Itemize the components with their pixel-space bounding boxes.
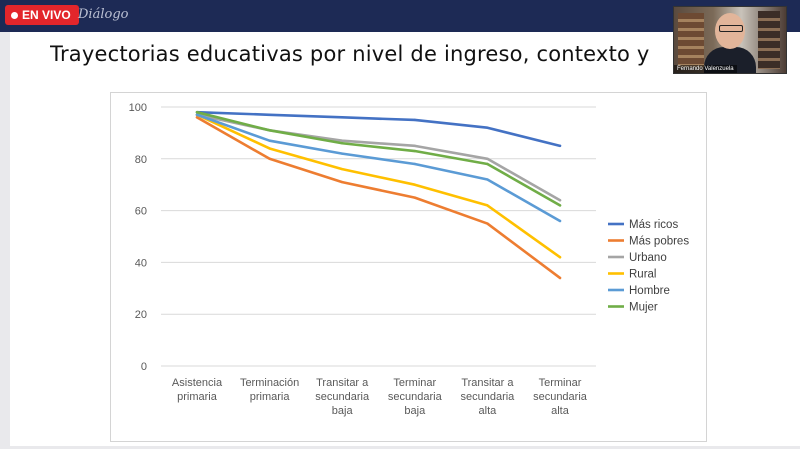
live-dot-icon: [11, 11, 18, 19]
series-1-point-1: [268, 157, 271, 160]
stream-top-bar: EN VIVO Diálogo: [0, 0, 800, 32]
x-tick-label-0: Asistencia primaria: [172, 377, 223, 403]
series-5-point-2: [341, 142, 344, 145]
speaker-webcam[interactable]: Fernando Valenzuela: [673, 6, 787, 74]
legend-label-3: Rural: [629, 269, 656, 281]
series-3-point-5: [558, 256, 562, 259]
series-5-point-1: [268, 129, 271, 132]
line-chart: 0 20 40 60 80 100 Asistencia primaria Terminació…: [129, 102, 690, 417]
series-5-point-4: [486, 162, 489, 166]
series-2-point-5: [558, 199, 562, 202]
series-2-point-4: [486, 157, 489, 160]
series-2-point-3: [413, 144, 416, 148]
series-1-point-0: [195, 116, 199, 119]
x-tick-label-5: Terminar secundaria alta: [533, 377, 588, 417]
series-1-point-2: [341, 180, 344, 184]
y-tick-label-80: 80: [135, 154, 147, 166]
slide-title: Trayectorias educativas por nivel de ing…: [50, 42, 650, 66]
series-line-4: [195, 113, 562, 223]
series-4-point-3: [413, 162, 416, 166]
series-line-3: [195, 113, 562, 259]
legend-label-0: Más ricos: [629, 219, 678, 231]
speaker-glasses: [719, 25, 743, 32]
bookshelf-right: [758, 11, 780, 69]
brand-logo: Diálogo: [78, 7, 129, 22]
series-4-point-0: [195, 113, 199, 116]
series-1-point-3: [413, 196, 416, 199]
series-3-point-2: [341, 167, 344, 171]
series-3-point-4: [486, 204, 489, 207]
x-tick-label-2: Transitar a secundaria baja: [315, 377, 370, 417]
y-tick-label-20: 20: [135, 309, 147, 321]
legend-label-4: Hombre: [629, 285, 670, 297]
y-tick-label-60: 60: [135, 206, 147, 218]
live-label: EN VIVO: [22, 8, 71, 22]
x-tick-label-3: Terminar secundaria baja: [388, 377, 443, 417]
bookshelf-left: [678, 13, 704, 67]
series-0-point-5: [558, 144, 562, 148]
y-tick-label-0: 0: [141, 361, 147, 373]
speaker-name-label: Fernando Valenzuela: [674, 65, 737, 73]
series-4-point-4: [486, 178, 489, 181]
series-0-point-2: [341, 116, 344, 119]
series-5-point-0: [195, 110, 199, 114]
series-0-point-3: [413, 118, 416, 122]
chart-frame: 0 20 40 60 80 100 Asistencia primaria Terminació…: [110, 92, 707, 442]
y-tick-label-40: 40: [135, 257, 147, 269]
series-line-0: [195, 110, 562, 148]
legend-label-1: Más pobres: [629, 236, 689, 248]
legend-label-5: Mujer: [629, 302, 658, 314]
series-4-point-2: [341, 152, 344, 155]
series-line-1: [195, 116, 562, 280]
series-1-point-5: [558, 276, 562, 280]
series-4-point-5: [558, 219, 562, 223]
series-3-point-3: [413, 183, 416, 186]
series-5-point-3: [413, 149, 416, 153]
series-2-point-2: [341, 139, 344, 142]
series-4-point-1: [268, 139, 271, 142]
legend-label-2: Urbano: [629, 252, 667, 264]
series-0-point-1: [268, 113, 271, 116]
live-badge: EN VIVO: [5, 5, 79, 25]
y-tick-label-100: 100: [129, 102, 147, 114]
series-1-point-4: [486, 222, 489, 225]
series-3-point-1: [268, 147, 271, 150]
series-line-5: [195, 110, 562, 207]
series-0-point-4: [486, 126, 489, 129]
x-tick-label-1: Terminación primaria: [240, 377, 299, 403]
x-tick-label-4: Transitar a secundaria alta: [460, 377, 515, 417]
series-5-point-5: [558, 204, 562, 207]
